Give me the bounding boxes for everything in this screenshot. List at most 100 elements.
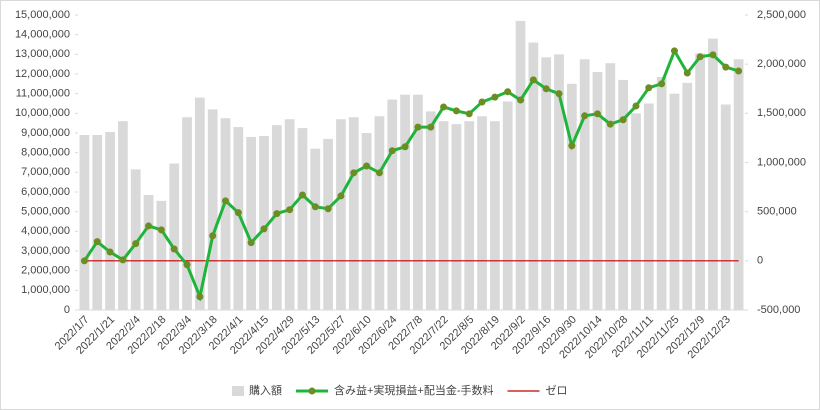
- bar: [605, 63, 616, 310]
- y-tick-label: 14,000,000: [15, 29, 70, 41]
- marker: [593, 110, 601, 118]
- marker: [350, 169, 358, 177]
- y-tick-label: 2,000,000: [21, 265, 70, 277]
- marker: [132, 240, 140, 248]
- marker: [696, 53, 704, 61]
- bar: [361, 133, 372, 310]
- y2-tick-label: 2,000,000: [757, 58, 806, 70]
- bar: [220, 118, 231, 310]
- y-tick-label: 8,000,000: [21, 147, 70, 159]
- bar: [130, 169, 141, 310]
- y-tick-label: 10,000,000: [15, 107, 70, 119]
- y-tick-label: 7,000,000: [21, 166, 70, 178]
- marker: [491, 93, 499, 101]
- bar: [643, 103, 654, 310]
- bar: [207, 109, 218, 311]
- marker: [119, 256, 127, 264]
- marker: [581, 112, 589, 120]
- marker: [645, 84, 653, 92]
- bar: [336, 119, 346, 310]
- marker: [183, 261, 191, 269]
- marker: [568, 142, 576, 150]
- marker: [504, 88, 512, 96]
- bar: [259, 135, 269, 310]
- bar: [92, 134, 103, 310]
- line: [83, 47, 740, 302]
- bar: [169, 163, 180, 310]
- marker: [337, 192, 345, 200]
- marker: [93, 238, 101, 246]
- marker: [555, 90, 563, 98]
- marker: [632, 102, 640, 110]
- bar: [246, 136, 257, 310]
- marker: [311, 203, 319, 211]
- bar: [79, 134, 90, 310]
- marker: [363, 162, 371, 170]
- bar: [618, 79, 629, 311]
- bar: [438, 121, 449, 310]
- bar: [105, 132, 115, 310]
- marker: [222, 197, 230, 205]
- bar: [156, 200, 167, 310]
- marker: [709, 51, 717, 59]
- marker: [440, 103, 448, 111]
- bar: [118, 121, 128, 310]
- y-tick-label: 1,000,000: [21, 284, 70, 296]
- legend-marker: [308, 387, 316, 395]
- bar: [515, 20, 526, 311]
- marker: [735, 67, 743, 75]
- marker: [427, 123, 435, 131]
- marker: [247, 239, 255, 247]
- y2-tick-label: 1,500,000: [757, 107, 806, 119]
- bar: [464, 121, 475, 310]
- legend-label: 購入額: [249, 383, 282, 397]
- y-tick-label: 9,000,000: [21, 127, 70, 139]
- marker: [375, 169, 383, 177]
- bar: [143, 194, 154, 310]
- bar: [695, 53, 705, 310]
- bar: [387, 99, 398, 310]
- y-tick-label: 11,000,000: [16, 88, 70, 100]
- bar: [400, 94, 410, 311]
- y-tick-label: 5,000,000: [21, 206, 70, 218]
- marker: [465, 110, 473, 118]
- marker: [529, 76, 537, 84]
- bar: [348, 117, 359, 311]
- y-tick-label: 4,000,000: [21, 225, 70, 237]
- legend-swatch: [232, 386, 244, 396]
- marker: [401, 143, 409, 151]
- bar: [451, 124, 462, 311]
- marker: [414, 123, 422, 131]
- y-tick-label: 6,000,000: [21, 186, 70, 198]
- bar: [425, 111, 436, 310]
- marker: [619, 116, 627, 124]
- marker: [170, 245, 178, 253]
- bar: [631, 113, 641, 310]
- marker: [324, 205, 332, 213]
- marker: [209, 232, 217, 240]
- bar: [528, 42, 539, 311]
- y-tick-label: 13,000,000: [15, 48, 70, 60]
- marker: [234, 209, 242, 217]
- y2-tick-label: 0: [757, 255, 763, 267]
- marker: [452, 107, 460, 115]
- bar: [502, 101, 513, 311]
- marker: [683, 69, 691, 77]
- bar: [720, 104, 731, 310]
- marker: [80, 257, 88, 265]
- marker: [388, 147, 396, 155]
- bar: [182, 117, 192, 311]
- bar: [413, 94, 423, 311]
- y-tick-label: 0: [64, 304, 70, 316]
- bar: [323, 138, 333, 310]
- bar: [284, 119, 295, 310]
- bar: [477, 116, 487, 311]
- bar: [669, 93, 680, 311]
- marker: [478, 98, 486, 106]
- bar: [708, 38, 718, 310]
- y2-tick-label: 500,000: [757, 206, 797, 218]
- marker: [670, 47, 678, 55]
- bar: [310, 148, 321, 310]
- marker: [273, 210, 281, 218]
